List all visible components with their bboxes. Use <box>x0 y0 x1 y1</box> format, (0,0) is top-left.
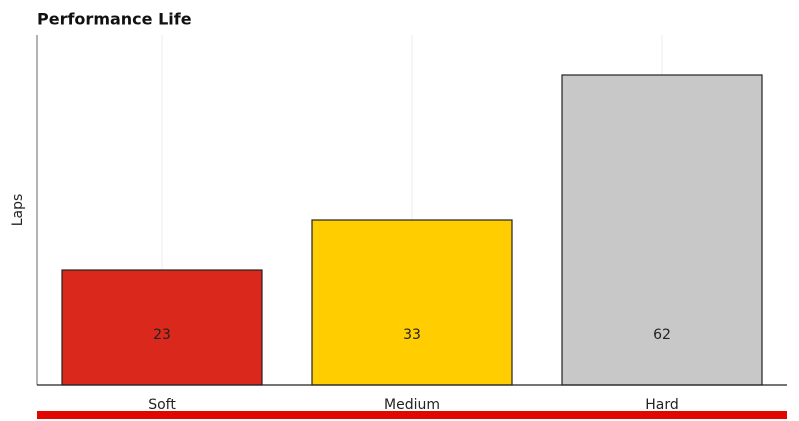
value-label: 62 <box>653 327 671 343</box>
x-tick-label: Soft <box>148 397 176 413</box>
bar <box>61 269 263 386</box>
accent-stripe <box>37 411 787 419</box>
bar <box>311 219 513 386</box>
y-axis-label: Laps <box>10 194 26 227</box>
x-tick-label: Medium <box>384 397 440 413</box>
x-tick-label: Hard <box>645 397 679 413</box>
value-label: 33 <box>403 327 421 343</box>
bar <box>561 74 763 386</box>
chart-title: Performance Life <box>37 10 192 29</box>
value-label: 23 <box>153 327 171 343</box>
